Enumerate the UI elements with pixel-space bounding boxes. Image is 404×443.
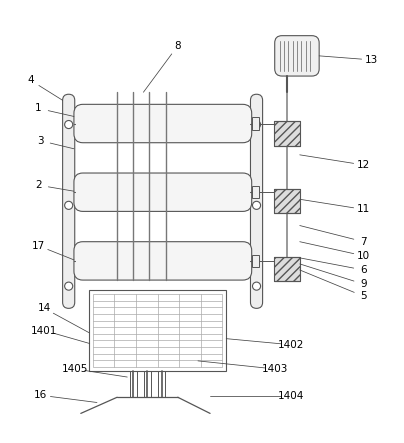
Text: 7: 7 [360,237,367,247]
FancyBboxPatch shape [275,35,319,76]
Text: 1401: 1401 [31,326,58,336]
Circle shape [252,201,261,210]
Text: 1402: 1402 [278,340,304,350]
Bar [89,290,226,371]
Text: 6: 6 [360,265,367,275]
Text: 10: 10 [357,251,370,261]
Bar [252,255,259,267]
Text: 11: 11 [357,204,370,214]
Text: 14: 14 [38,303,51,313]
Text: 2: 2 [35,180,42,190]
FancyBboxPatch shape [74,242,252,280]
Text: 3: 3 [37,136,44,146]
Circle shape [65,201,73,210]
FancyBboxPatch shape [74,105,252,143]
Text: 12: 12 [357,160,370,170]
Text: 5: 5 [360,291,367,301]
Bar [274,257,300,281]
Circle shape [65,282,73,290]
Circle shape [252,120,261,128]
FancyBboxPatch shape [250,94,263,308]
Text: 17: 17 [32,241,45,251]
FancyBboxPatch shape [63,94,75,308]
Bar [274,121,300,146]
Bar [252,186,259,198]
Text: 1: 1 [35,103,42,113]
Circle shape [65,120,73,128]
Bar [252,117,259,130]
Text: 16: 16 [34,390,47,400]
Text: 1403: 1403 [261,364,288,374]
Text: 1405: 1405 [61,364,88,374]
Text: 1404: 1404 [278,391,304,401]
Text: 8: 8 [175,41,181,51]
Text: 13: 13 [365,55,378,65]
Circle shape [252,282,261,290]
Text: 9: 9 [360,279,367,289]
Text: 4: 4 [27,75,34,85]
Bar [274,189,300,214]
Bar [93,294,222,367]
FancyBboxPatch shape [74,173,252,211]
